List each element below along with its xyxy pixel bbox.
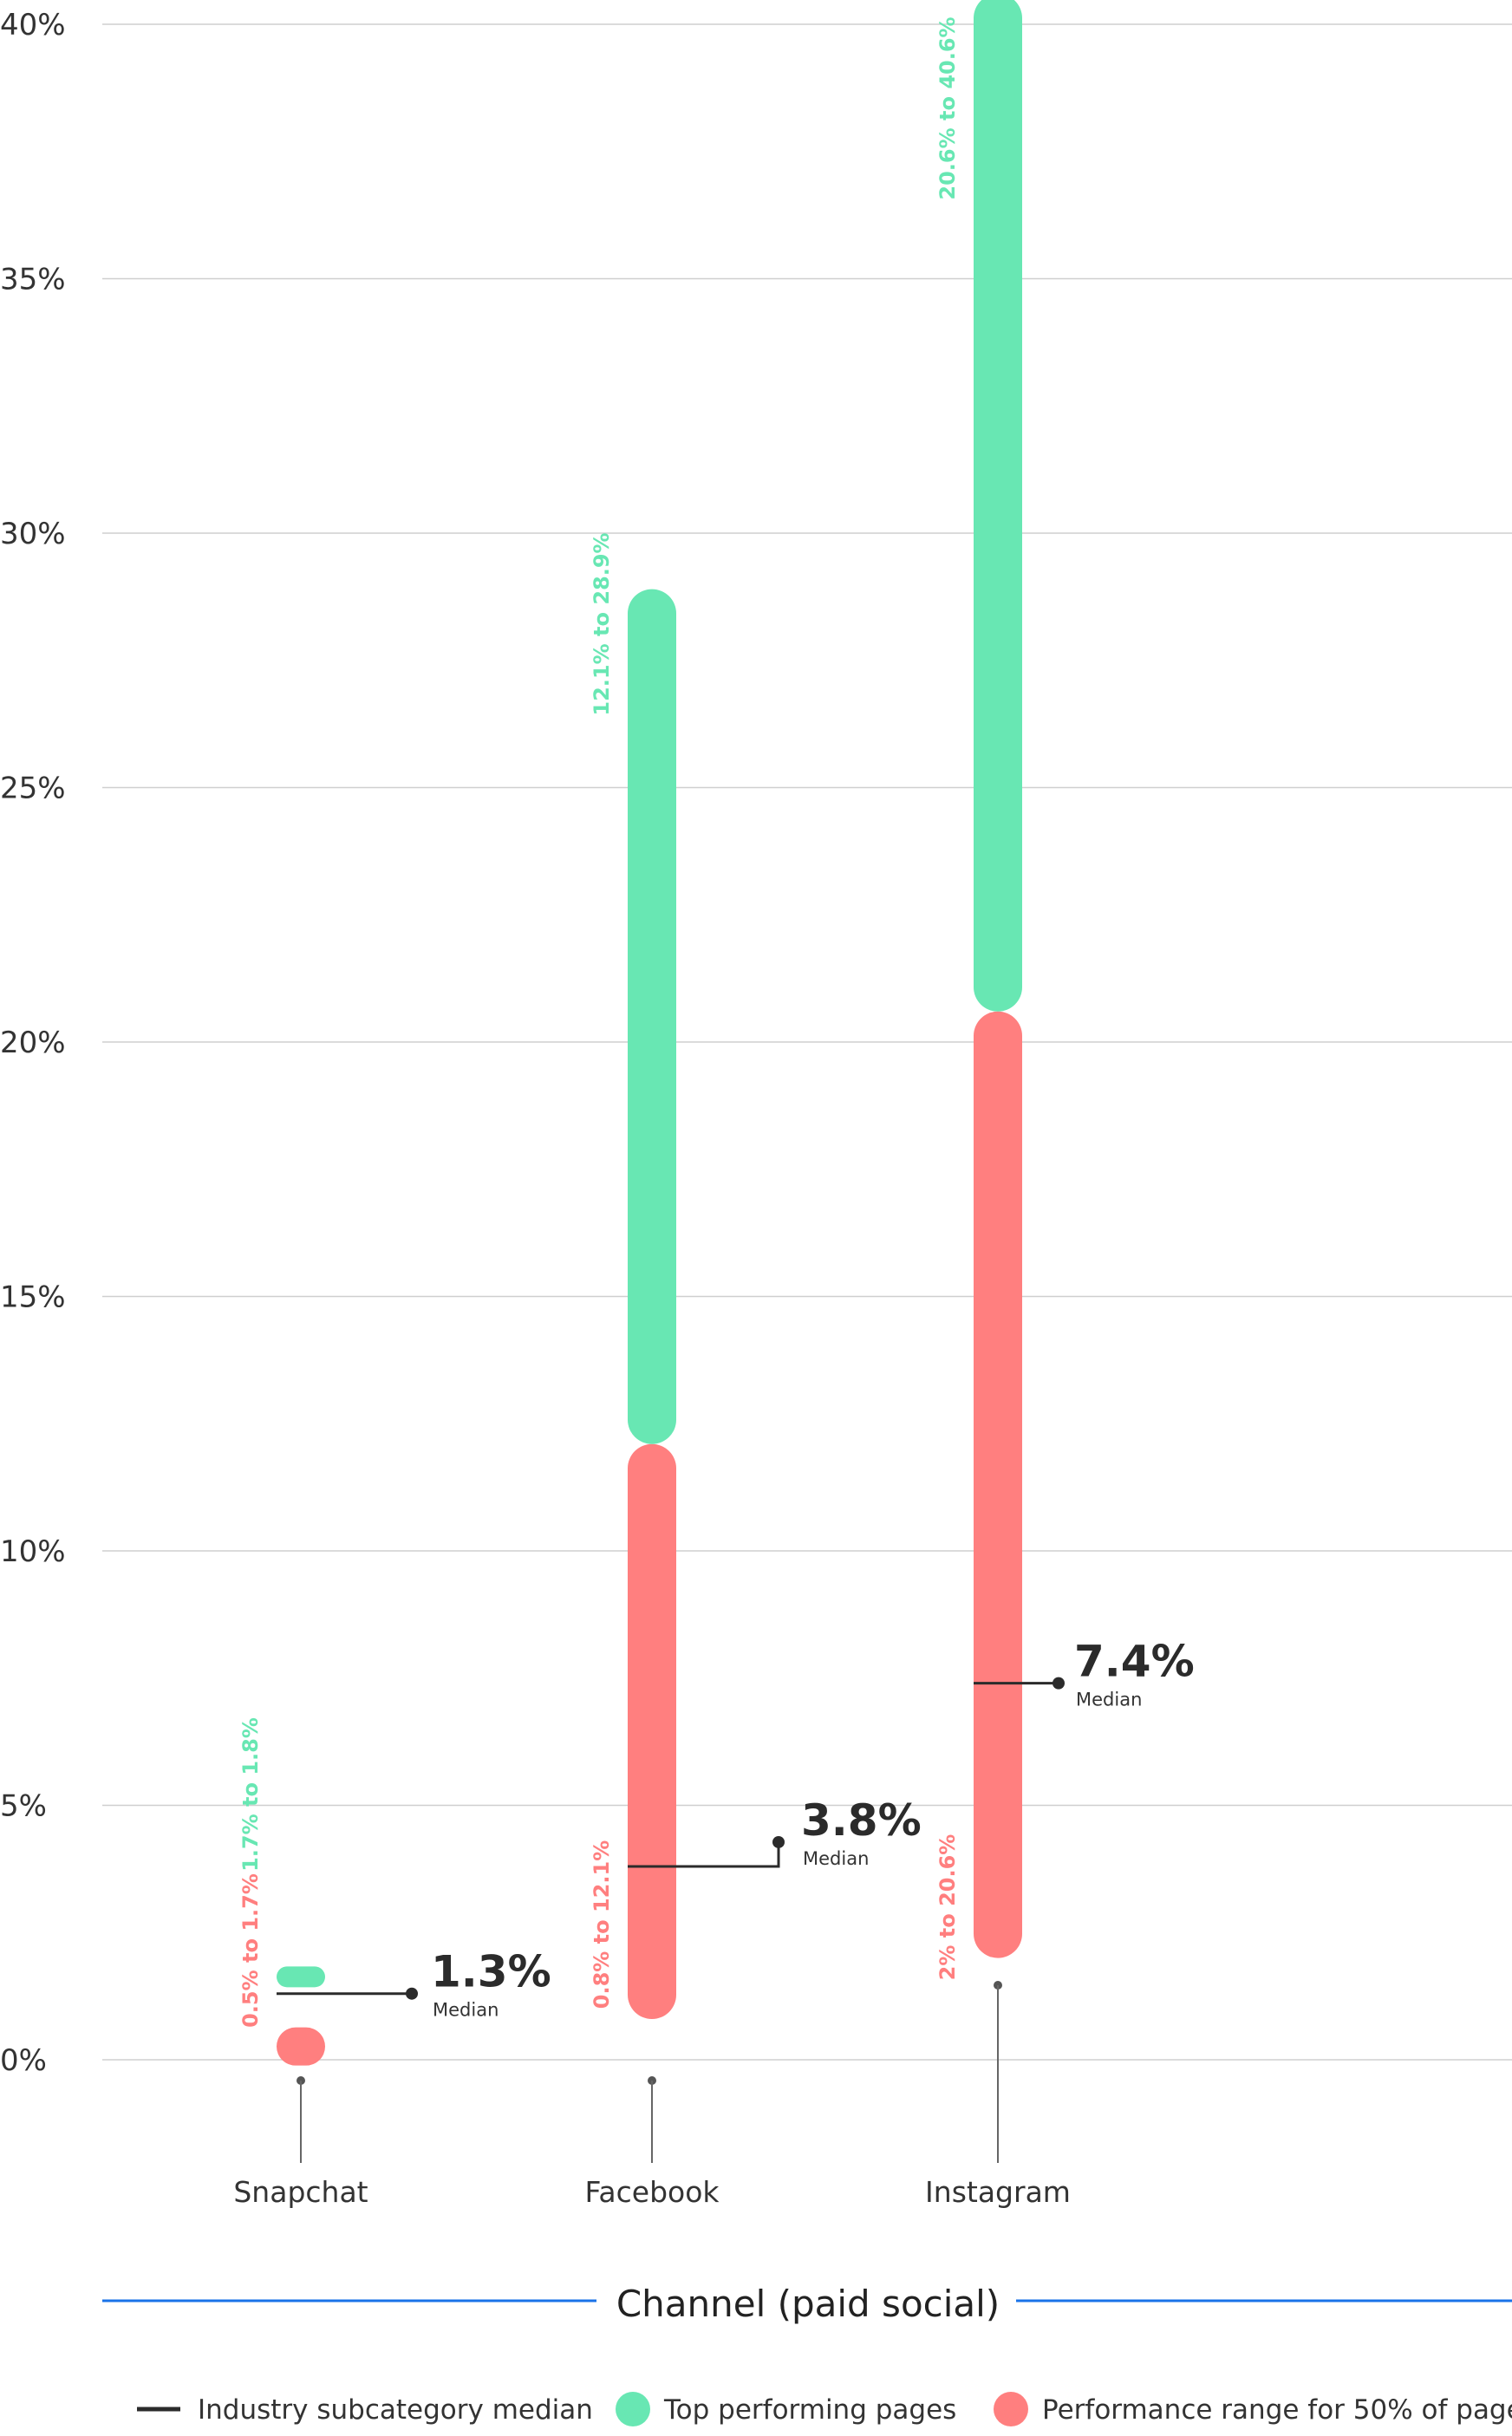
y-tick-label: 10% bbox=[0, 1534, 66, 1569]
category-label: Snapchat bbox=[233, 2175, 368, 2209]
median-value: 3.8% bbox=[801, 1795, 922, 1846]
range-bar-instagram bbox=[974, 1011, 1022, 1958]
top-bar-instagram bbox=[974, 0, 1022, 1012]
legend-label: Performance range for 50% of pages bbox=[1042, 2394, 1512, 2426]
y-tick-label: 30% bbox=[0, 517, 66, 551]
grid-lines bbox=[102, 23, 1512, 2061]
legend-range-marker bbox=[994, 2392, 1028, 2426]
x-axis-title-group: Channel (paid social) bbox=[102, 2283, 1512, 2325]
category-label: Instagram bbox=[925, 2175, 1071, 2209]
range-label: 0.8% to 12.1% bbox=[590, 1840, 614, 2009]
median-caption: Median bbox=[803, 1848, 869, 1869]
top-range-label: 12.1% to 28.9% bbox=[590, 532, 614, 715]
range-bar-facebook bbox=[628, 1443, 676, 2020]
median-value: 7.4% bbox=[1074, 1637, 1195, 1687]
median-line bbox=[628, 1841, 780, 1868]
median-dot bbox=[406, 1987, 418, 2000]
median-caption: Median bbox=[433, 2000, 499, 2021]
bars: 0.5% to 1.7%1.7% to 1.8% 1.3% Median 0.8% t… bbox=[238, 0, 1195, 2066]
median-caption: Median bbox=[1076, 1690, 1142, 1710]
median-dot bbox=[1053, 1677, 1065, 1690]
x-axis-title: Channel (paid social) bbox=[616, 2283, 1000, 2325]
legend: Industry subcategory median Top performin… bbox=[137, 2392, 1512, 2426]
legend-label: Industry subcategory median bbox=[198, 2394, 593, 2426]
y-tick-label: 0% bbox=[0, 2043, 47, 2078]
y-tick-label: 25% bbox=[0, 772, 66, 806]
category-label: Facebook bbox=[584, 2175, 720, 2209]
top-range-label: 1.7% to 1.8% bbox=[238, 1717, 263, 1872]
range-bar-snapchat bbox=[277, 2027, 325, 2066]
legend-top-marker bbox=[616, 2392, 650, 2426]
range-label: 2% to 20.6% bbox=[935, 1834, 960, 1981]
legend-label: Top performing pages bbox=[663, 2394, 956, 2426]
median-value: 1.3% bbox=[431, 1947, 551, 1997]
top-range-label: 20.6% to 40.6% bbox=[935, 16, 960, 199]
top-bar-facebook bbox=[628, 589, 676, 1444]
range-label: 0.5% to 1.7% bbox=[238, 1873, 263, 2028]
y-tick-label: 15% bbox=[0, 1280, 66, 1315]
y-tick-label: 20% bbox=[0, 1026, 66, 1060]
category-axis: Snapchat Facebook Instagram bbox=[233, 1981, 1071, 2209]
median-dot bbox=[772, 1835, 785, 1848]
y-tick-label: 40% bbox=[0, 8, 66, 42]
top-bar-snapchat bbox=[277, 1966, 325, 1988]
y-axis-ticks: 0% 5% 10% 15% 20% 25% 30% 35% 40% bbox=[0, 8, 66, 2078]
y-tick-label: 35% bbox=[0, 263, 66, 297]
y-tick-label: 5% bbox=[0, 1789, 47, 1824]
